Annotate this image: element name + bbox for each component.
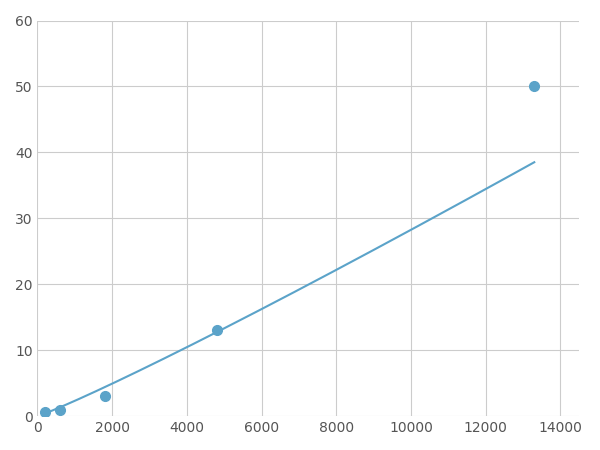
Point <box>212 327 221 334</box>
Point <box>40 409 50 416</box>
Point <box>529 83 539 90</box>
Point <box>55 406 65 413</box>
Point <box>100 393 110 400</box>
